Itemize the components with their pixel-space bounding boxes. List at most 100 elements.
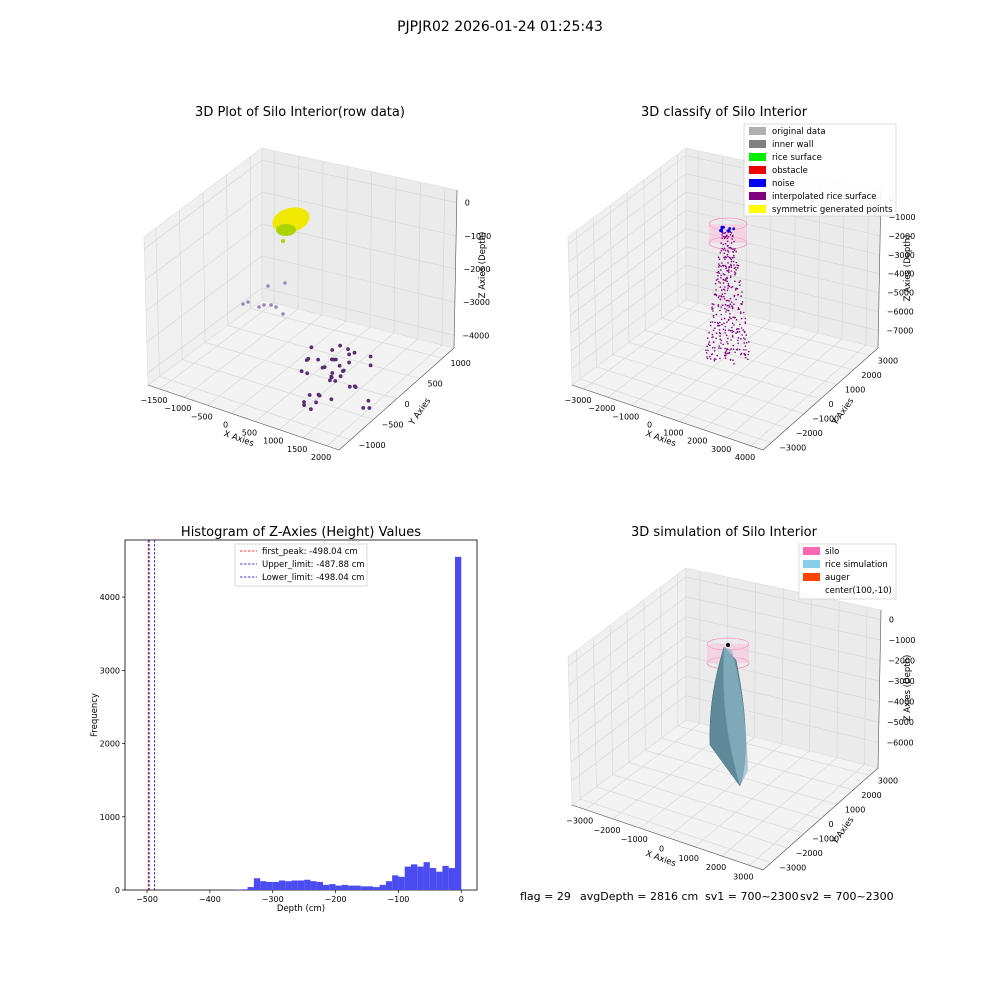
interpolated-point (733, 256, 735, 259)
interpolated-point (709, 321, 712, 324)
interpolated-point (720, 274, 722, 277)
interpolated-point (740, 338, 742, 340)
x-axis-line (571, 804, 764, 871)
grid-x-back (863, 606, 868, 765)
z-axis-line (453, 189, 458, 349)
interpolated-point (725, 267, 727, 270)
histogram-bar (241, 889, 248, 890)
interpolated-point (731, 307, 734, 310)
grid-z-left (569, 636, 687, 724)
interpolated-point (724, 325, 726, 328)
raw-point (241, 302, 245, 306)
legend-box (743, 123, 897, 217)
interpolated-point (716, 271, 718, 274)
interpolated-point (731, 329, 733, 332)
x-tick-label: −1500 (140, 396, 167, 405)
interpolated-point (733, 271, 736, 273)
interpolated-point (713, 360, 716, 362)
interpolated-point (733, 324, 735, 326)
interpolated-point (726, 237, 729, 240)
z-tick-label: −5000 (887, 718, 914, 727)
interpolated-point (719, 298, 722, 301)
interpolated-point (709, 324, 712, 327)
interpolated-point (706, 356, 708, 358)
raw-point (347, 360, 351, 365)
interpolated-point (717, 296, 720, 299)
interpolated-point (738, 281, 740, 284)
legend-swatch (749, 205, 766, 213)
grid-z-back (261, 191, 457, 237)
grid-y-left (626, 612, 630, 763)
interpolated-point (730, 317, 732, 320)
raw-point (338, 343, 342, 348)
interpolated-point (723, 232, 725, 235)
histogram-bar (404, 866, 411, 890)
interpolated-point (721, 262, 723, 264)
interpolated-point (737, 339, 739, 342)
grid-x-back (836, 600, 840, 758)
raw-point (305, 371, 310, 376)
grid-y-floor (250, 308, 443, 359)
interpolated-point (740, 327, 743, 329)
interpolated-point (709, 344, 711, 347)
interpolated-point (706, 345, 708, 348)
y-tick-label: −1000 (812, 415, 839, 424)
interpolated-point (740, 317, 743, 320)
interpolated-point (737, 342, 739, 345)
noise-point (727, 229, 731, 233)
grid-z-left (570, 264, 687, 352)
interpolated-point (722, 304, 724, 307)
histogram-bar (291, 880, 298, 890)
raw-point (341, 368, 346, 373)
interpolated-point (722, 273, 725, 275)
interpolated-point (725, 235, 728, 237)
x-tick-label: 3000 (711, 445, 731, 454)
interpolated-point (719, 286, 722, 289)
interpolated-point (732, 248, 734, 250)
interpolated-point (730, 339, 732, 341)
grid-y-left (592, 637, 597, 787)
grid-y-floor (628, 342, 821, 400)
interpolated-point (735, 332, 737, 335)
x-tick-label: 1000 (263, 437, 283, 446)
interpolated-point (738, 330, 741, 333)
interpolated-point (748, 341, 750, 343)
y-axis-line (338, 347, 455, 451)
raw-point (367, 406, 372, 410)
grid-y-floor (580, 798, 772, 864)
interpolated-point (720, 242, 722, 244)
interpolated-point (711, 336, 713, 339)
interpolated-point (719, 282, 721, 284)
interpolated-point (725, 349, 728, 351)
interpolated-point (739, 312, 742, 315)
interpolated-point (726, 276, 728, 279)
interpolated-point (725, 299, 728, 302)
interpolated-point (724, 292, 726, 295)
interpolated-point (718, 258, 721, 261)
interpolated-point (709, 355, 711, 358)
raw-point (316, 392, 321, 397)
legend-label: silo (825, 547, 839, 557)
interpolated-point (722, 278, 725, 281)
interpolated-point (730, 348, 733, 350)
interpolated-point (715, 337, 717, 340)
legend-label: center(100,-10) (825, 586, 892, 596)
interpolated-point (727, 262, 729, 264)
histogram-bar (373, 887, 380, 890)
interpolated-point (729, 349, 731, 351)
interpolated-point (719, 335, 721, 337)
interpolated-point (724, 264, 726, 267)
interpolated-point (722, 243, 724, 246)
interpolated-point (726, 304, 729, 307)
legend-label: rice surface (772, 153, 822, 163)
x-tick-label: 1000 (679, 854, 699, 863)
interpolated-point (728, 300, 730, 302)
interpolated-point (735, 298, 737, 301)
y-tick-label: −1000 (812, 835, 839, 844)
legend-swatch (749, 192, 766, 200)
interpolated-point (729, 329, 732, 332)
interpolated-point (724, 255, 726, 258)
x-tick-label: 0 (459, 895, 464, 904)
interpolated-point (730, 275, 732, 277)
interpolated-point (733, 240, 735, 243)
